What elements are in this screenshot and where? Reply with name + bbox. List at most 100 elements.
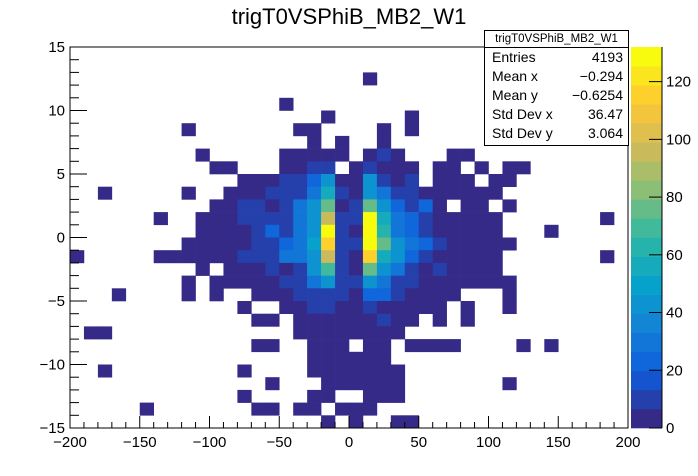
heatmap-cell	[321, 275, 336, 289]
x-tick-label: 200	[615, 434, 640, 451]
stats-label: Entries	[492, 49, 536, 65]
heatmap-cell	[307, 237, 322, 251]
heatmap-cell	[307, 174, 322, 187]
heatmap-cell	[362, 186, 378, 200]
heatmap-cell	[362, 174, 378, 187]
heatmap-cell	[237, 237, 252, 251]
heatmap-cell	[349, 288, 364, 302]
heatmap-cell	[488, 186, 503, 200]
heatmap-cell	[404, 339, 420, 353]
heatmap-cell	[265, 186, 280, 200]
color-bar-band	[631, 313, 662, 334]
x-tick-label: −150	[123, 434, 157, 451]
heatmap-cell	[307, 288, 322, 302]
heatmap-cell	[376, 351, 392, 365]
heatmap-cell	[516, 339, 531, 353]
heatmap-cell	[502, 288, 517, 302]
heatmap-cell	[223, 275, 238, 289]
x-tick-label: 150	[546, 434, 571, 451]
heatmap-cell	[600, 212, 615, 226]
heatmap-cell	[432, 301, 447, 314]
heatmap-cell	[390, 301, 406, 314]
heatmap-cell	[404, 415, 420, 429]
x-tick-label: −100	[193, 434, 227, 451]
heatmap-cell	[474, 250, 489, 264]
x-tick-label: −50	[267, 434, 292, 451]
heatmap-cell	[237, 224, 252, 238]
heatmap-cell	[376, 301, 392, 314]
heatmap-cell	[307, 262, 322, 276]
heatmap-cell	[293, 174, 308, 187]
heatmap-cell	[279, 262, 294, 276]
heatmap-cell	[432, 313, 447, 327]
heatmap-cell	[390, 161, 406, 175]
color-bar-band	[631, 104, 662, 124]
heatmap-cell	[293, 402, 308, 416]
heatmap-cell	[432, 275, 447, 289]
heatmap-cell	[307, 199, 322, 213]
heatmap-cell	[362, 351, 378, 365]
color-bar-band	[631, 199, 662, 219]
heatmap-cell	[362, 212, 378, 226]
stats-box: trigT0VSPhiB_MB2_W1 Entries 4193 Mean x −0…	[484, 30, 629, 146]
heatmap-cell	[404, 199, 420, 213]
heatmap-cell	[349, 415, 364, 429]
heatmap-cell	[460, 174, 475, 187]
heatmap-cell	[474, 224, 489, 238]
heatmap-cell	[335, 288, 350, 302]
heatmap-cell	[404, 110, 420, 124]
heatmap-cell	[488, 237, 503, 251]
z-tick-label: 0	[666, 420, 674, 437]
heatmap-cell	[376, 326, 392, 340]
heatmap-cell	[321, 224, 336, 238]
heatmap-cell	[502, 301, 517, 314]
heatmap-cell	[195, 262, 210, 276]
heatmap-cell	[488, 174, 503, 187]
heatmap-cell	[293, 123, 308, 137]
heatmap-cell	[335, 364, 350, 378]
color-bar-band	[631, 66, 662, 86]
heatmap-cell	[167, 250, 182, 264]
heatmap-cell	[376, 237, 392, 251]
heatmap-cell	[418, 288, 433, 302]
heatmap-cell	[321, 250, 336, 264]
heatmap-cell	[293, 224, 308, 238]
heatmap-cell	[376, 199, 392, 213]
heatmap-cell	[362, 402, 378, 416]
heatmap-cell	[279, 250, 294, 264]
heatmap-cell	[209, 161, 224, 175]
heatmap-cell	[432, 174, 447, 187]
heatmap-cell	[362, 161, 378, 175]
heatmap-cell	[446, 339, 461, 353]
heatmap-cell	[390, 250, 406, 264]
heatmap-cell	[279, 301, 294, 314]
heatmap-cell	[335, 212, 350, 226]
heatmap-cell	[376, 161, 392, 175]
heatmap-cell	[502, 275, 517, 289]
heatmap-cell	[153, 250, 168, 264]
heatmap-cell	[404, 186, 420, 200]
heatmap-cell	[223, 224, 238, 238]
heatmap-cell	[349, 377, 364, 391]
heatmap-cell	[460, 224, 475, 238]
heatmap-cell	[349, 402, 364, 416]
color-bar-band	[631, 47, 662, 67]
heatmap-cell	[404, 224, 420, 238]
heatmap-cell	[223, 199, 238, 213]
heatmap-cell	[446, 224, 461, 238]
heatmap-cell	[474, 275, 489, 289]
color-bar-band	[631, 218, 662, 238]
heatmap-cell	[390, 224, 406, 238]
heatmap-cell	[307, 364, 322, 378]
heatmap-cell	[293, 148, 308, 162]
heatmap-cell	[335, 339, 350, 353]
heatmap-cell	[488, 212, 503, 226]
heatmap-cell	[544, 224, 559, 238]
heatmap-cell	[265, 262, 280, 276]
heatmap-cell	[432, 199, 447, 213]
heatmap-cell	[432, 224, 447, 238]
heatmap-cell	[321, 237, 336, 251]
y-tick-label: 5	[57, 166, 65, 183]
y-tick-label: 10	[48, 103, 65, 120]
stats-value: 36.47	[587, 106, 623, 122]
